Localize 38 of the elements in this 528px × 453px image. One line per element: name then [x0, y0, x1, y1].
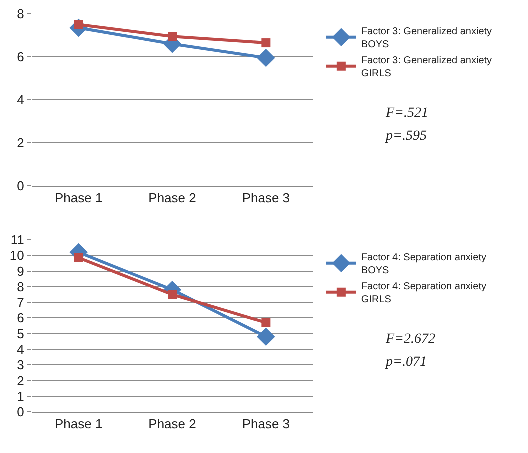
y-tick-label: 0: [17, 178, 24, 194]
x-tick-label: Phase 3: [242, 416, 290, 432]
y-tick-label: 5: [17, 326, 24, 342]
x-tick-label: Phase 2: [148, 416, 196, 432]
legend-label: Factor 3: Generalized anxiety BOYS: [361, 26, 492, 51]
y-tick-label: 2: [17, 136, 24, 151]
x-tick-label: Phase 1: [54, 190, 103, 206]
legend-label: Factor 4: Separation anxiety GIRLS: [361, 282, 487, 306]
y-tick-label: 7: [17, 295, 24, 310]
y-tick-label: 8: [17, 279, 24, 294]
text: p=.595: [385, 129, 427, 144]
text: F=2.672: [385, 332, 436, 347]
text: F=.521: [385, 106, 428, 121]
y-tick-label: 4: [17, 342, 24, 357]
point: [262, 38, 271, 48]
x-tick-label: Phase 3: [242, 190, 290, 206]
y-tick-label: 10: [10, 248, 24, 264]
y-tick-label: 4: [17, 92, 24, 108]
point: [74, 253, 84, 262]
point: [257, 328, 276, 346]
x-tick-label: Phase 1: [54, 416, 103, 432]
y-tick-label: 0: [17, 404, 24, 420]
legend-label: Factor 3: Generalized anxiety GIRLS: [361, 56, 492, 80]
y-tick-label: 11: [10, 232, 24, 248]
y-tick-label: 6: [17, 310, 24, 326]
x-tick-label: Phase 2: [148, 190, 196, 206]
point: [168, 32, 177, 42]
y-tick-label: 1: [17, 388, 24, 404]
y-tick-label: 3: [17, 358, 24, 373]
text: p=.071: [385, 355, 427, 370]
point: [168, 290, 177, 300]
point: [262, 318, 271, 328]
legend-label: Factor 4: Separation anxiety BOYS: [361, 252, 487, 277]
y-tick-label: 8: [17, 6, 24, 22]
point: [257, 48, 276, 68]
y-tick-label: 2: [17, 373, 24, 388]
y-tick-label: 9: [17, 264, 24, 279]
y-tick-label: 6: [17, 50, 24, 65]
